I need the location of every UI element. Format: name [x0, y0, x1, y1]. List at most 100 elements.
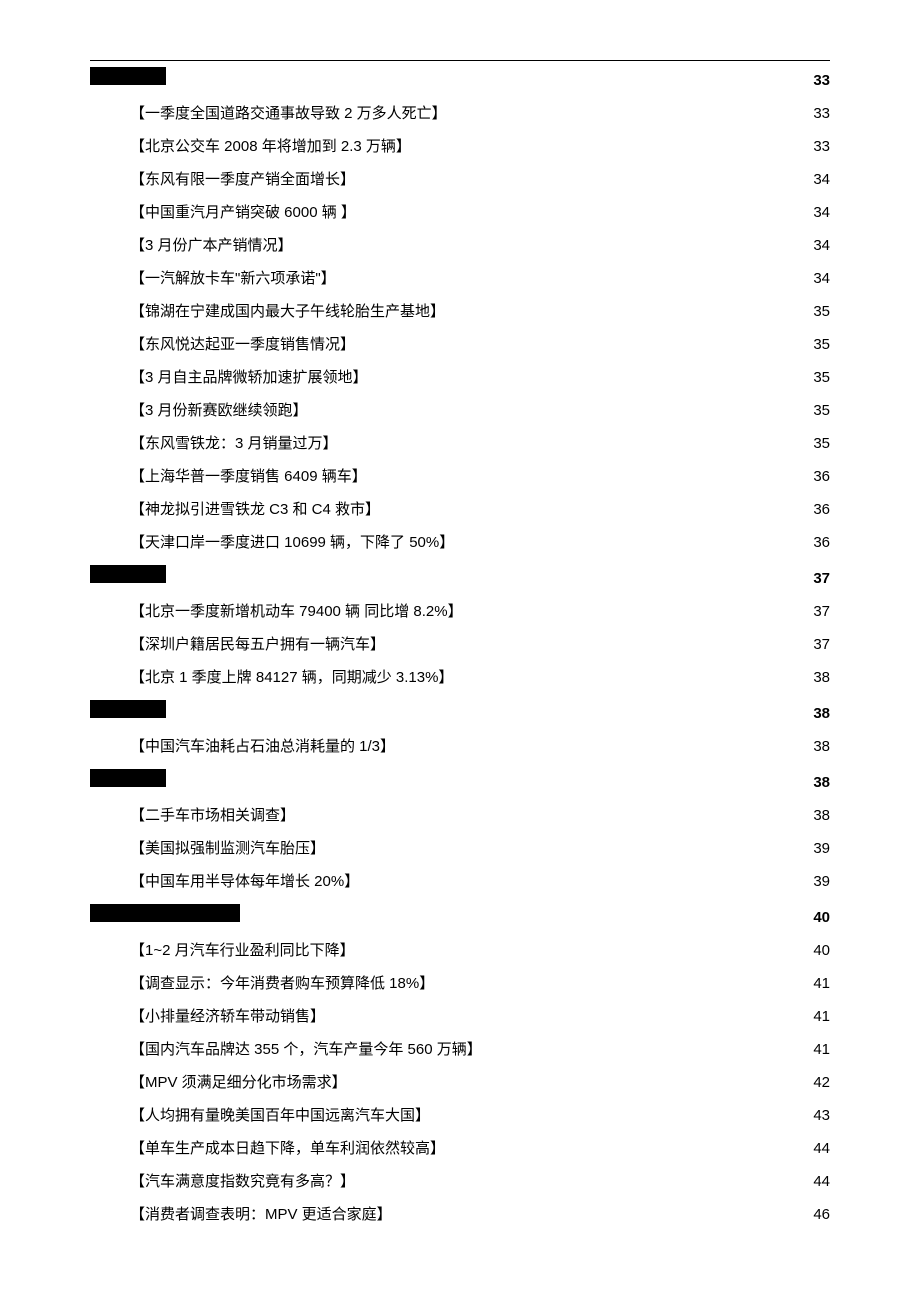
- toc-entry: 【神龙拟引进雪铁龙 C3 和 C4 救市】 36: [90, 499, 830, 520]
- toc-entry-label: 【一汽解放卡车"新六项承诺"】: [130, 268, 336, 289]
- toc-page-number: 38: [813, 703, 830, 724]
- toc-page-number: 36: [813, 499, 830, 520]
- toc-page-number: 35: [813, 400, 830, 421]
- table-of-contents: 33 【一季度全国道路交通事故导致 2 万多人死亡】 33 【北京公交车 2008 年…: [90, 67, 830, 1225]
- redacted-heading: [90, 67, 166, 85]
- toc-page-number: 34: [813, 235, 830, 256]
- toc-entry-label: 【MPV 须满足细分化市场需求】: [130, 1072, 347, 1093]
- toc-page-number: 37: [813, 601, 830, 622]
- toc-entry: 【北京一季度新增机动车 79400 辆 同比增 8.2%】 37: [90, 601, 830, 622]
- toc-entry: 【深圳户籍居民每五户拥有一辆汽车】 37: [90, 634, 830, 655]
- toc-entry: 【消费者调查表明：MPV 更适合家庭】 46: [90, 1204, 830, 1225]
- toc-section-heading: 33: [90, 67, 830, 91]
- toc-entry: 【MPV 须满足细分化市场需求】 42: [90, 1072, 830, 1093]
- toc-page-number: 36: [813, 466, 830, 487]
- toc-entry-label: 【3 月份广本产销情况】: [130, 235, 293, 256]
- toc-page-number: 37: [813, 634, 830, 655]
- toc-entry-label: 【深圳户籍居民每五户拥有一辆汽车】: [130, 634, 385, 655]
- toc-entry-label: 【3 月份新赛欧继续领跑】: [130, 400, 308, 421]
- toc-entry: 【调查显示：今年消费者购车预算降低 18%】 41: [90, 973, 830, 994]
- toc-entry-label: 【消费者调查表明：MPV 更适合家庭】: [130, 1204, 392, 1225]
- toc-entry: 【中国汽车油耗占石油总消耗量的 1/3】 38: [90, 736, 830, 757]
- toc-entry: 【汽车满意度指数究竟有多高？】 44: [90, 1171, 830, 1192]
- toc-entry-label: 【北京一季度新增机动车 79400 辆 同比增 8.2%】: [130, 601, 463, 622]
- toc-entry-label: 【3 月自主品牌微轿加速扩展领地】: [130, 367, 368, 388]
- toc-entry-label: 【神龙拟引进雪铁龙 C3 和 C4 救市】: [130, 499, 380, 520]
- toc-section-heading: 40: [90, 904, 830, 928]
- toc-page-number: 38: [813, 805, 830, 826]
- toc-entry-label: 【汽车满意度指数究竟有多高？】: [130, 1171, 355, 1192]
- toc-entry-label: 【调查显示：今年消费者购车预算降低 18%】: [130, 973, 434, 994]
- toc-entry-label: 【1~2 月汽车行业盈利同比下降】: [130, 940, 355, 961]
- toc-entry: 【一汽解放卡车"新六项承诺"】 34: [90, 268, 830, 289]
- toc-entry-label: 【中国汽车油耗占石油总消耗量的 1/3】: [130, 736, 395, 757]
- toc-entry: 【1~2 月汽车行业盈利同比下降】 40: [90, 940, 830, 961]
- toc-page-number: 33: [813, 136, 830, 157]
- toc-page-number: 44: [813, 1138, 830, 1159]
- toc-page-number: 37: [813, 568, 830, 589]
- toc-entry: 【一季度全国道路交通事故导致 2 万多人死亡】 33: [90, 103, 830, 124]
- toc-page-number: 41: [813, 1039, 830, 1060]
- toc-entry: 【北京 1 季度上牌 84127 辆，同期减少 3.13%】 38: [90, 667, 830, 688]
- toc-entry-label: 【二手车市场相关调查】: [130, 805, 295, 826]
- toc-entry: 【国内汽车品牌达 355 个，汽车产量今年 560 万辆】 41: [90, 1039, 830, 1060]
- toc-entry: 【中国重汽月产销突破 6000 辆 】 34: [90, 202, 830, 223]
- redacted-heading: [90, 904, 240, 922]
- toc-entry-label: 【美国拟强制监测汽车胎压】: [130, 838, 325, 859]
- toc-entry-label: 【国内汽车品牌达 355 个，汽车产量今年 560 万辆】: [130, 1039, 482, 1060]
- toc-page-number: 42: [813, 1072, 830, 1093]
- toc-entry: 【3 月份新赛欧继续领跑】 35: [90, 400, 830, 421]
- toc-page-number: 41: [813, 973, 830, 994]
- toc-page-number: 41: [813, 1006, 830, 1027]
- toc-page-number: 40: [813, 907, 830, 928]
- toc-entry-label: 【一季度全国道路交通事故导致 2 万多人死亡】: [130, 103, 447, 124]
- toc-entry: 【小排量经济轿车带动销售】 41: [90, 1006, 830, 1027]
- toc-section-heading: 38: [90, 769, 830, 793]
- toc-page-number: 36: [813, 532, 830, 553]
- toc-entry: 【天津口岸一季度进口 10699 辆，下降了 50%】36: [90, 532, 830, 553]
- toc-entry: 【人均拥有量晚美国百年中国远离汽车大国】 43: [90, 1105, 830, 1126]
- page-top-rule: [90, 60, 830, 61]
- toc-page-number: 35: [813, 334, 830, 355]
- toc-page-number: 39: [813, 838, 830, 859]
- toc-page-number: 38: [813, 772, 830, 793]
- toc-page-number: 46: [813, 1204, 830, 1225]
- toc-entry: 【东风有限一季度产销全面增长】 34: [90, 169, 830, 190]
- toc-page-number: 35: [813, 433, 830, 454]
- toc-entry: 【中国车用半导体每年增长 20%】39: [90, 871, 830, 892]
- toc-page-number: 33: [813, 70, 830, 91]
- toc-page-number: 38: [813, 667, 830, 688]
- toc-page-number: 35: [813, 367, 830, 388]
- toc-entry-label: 【中国车用半导体每年增长 20%】: [130, 871, 359, 892]
- toc-entry-label: 【单车生产成本日趋下降，单车利润依然较高】: [130, 1138, 445, 1159]
- toc-section-heading: 37: [90, 565, 830, 589]
- toc-page-number: 43: [813, 1105, 830, 1126]
- toc-page-number: 38: [813, 736, 830, 757]
- toc-entry: 【东风雪铁龙：3 月销量过万】35: [90, 433, 830, 454]
- toc-entry-label: 【北京公交车 2008 年将增加到 2.3 万辆】: [130, 136, 411, 157]
- toc-entry-label: 【锦湖在宁建成国内最大子午线轮胎生产基地】: [130, 301, 445, 322]
- toc-page-number: 40: [813, 940, 830, 961]
- toc-entry: 【上海华普一季度销售 6409 辆车】 36: [90, 466, 830, 487]
- toc-page-number: 33: [813, 103, 830, 124]
- toc-section-heading: 38: [90, 700, 830, 724]
- toc-entry: 【3 月自主品牌微轿加速扩展领地】 35: [90, 367, 830, 388]
- toc-entry-label: 【中国重汽月产销突破 6000 辆 】: [130, 202, 356, 223]
- toc-entry-label: 【东风悦达起亚一季度销售情况】: [130, 334, 355, 355]
- toc-entry-label: 【北京 1 季度上牌 84127 辆，同期减少 3.13%】: [130, 667, 453, 688]
- redacted-heading: [90, 769, 166, 787]
- toc-entry: 【单车生产成本日趋下降，单车利润依然较高】 44: [90, 1138, 830, 1159]
- toc-page-number: 34: [813, 202, 830, 223]
- toc-page-number: 34: [813, 169, 830, 190]
- toc-page-number: 35: [813, 301, 830, 322]
- toc-entry-label: 【小排量经济轿车带动销售】: [130, 1006, 325, 1027]
- toc-entry-label: 【东风有限一季度产销全面增长】: [130, 169, 355, 190]
- toc-page-number: 34: [813, 268, 830, 289]
- toc-entry: 【美国拟强制监测汽车胎压】 39: [90, 838, 830, 859]
- redacted-heading: [90, 700, 166, 718]
- toc-entry-label: 【人均拥有量晚美国百年中国远离汽车大国】: [130, 1105, 430, 1126]
- toc-entry: 【锦湖在宁建成国内最大子午线轮胎生产基地】 35: [90, 301, 830, 322]
- toc-entry-label: 【上海华普一季度销售 6409 辆车】: [130, 466, 367, 487]
- toc-page-number: 44: [813, 1171, 830, 1192]
- toc-entry: 【3 月份广本产销情况】 34: [90, 235, 830, 256]
